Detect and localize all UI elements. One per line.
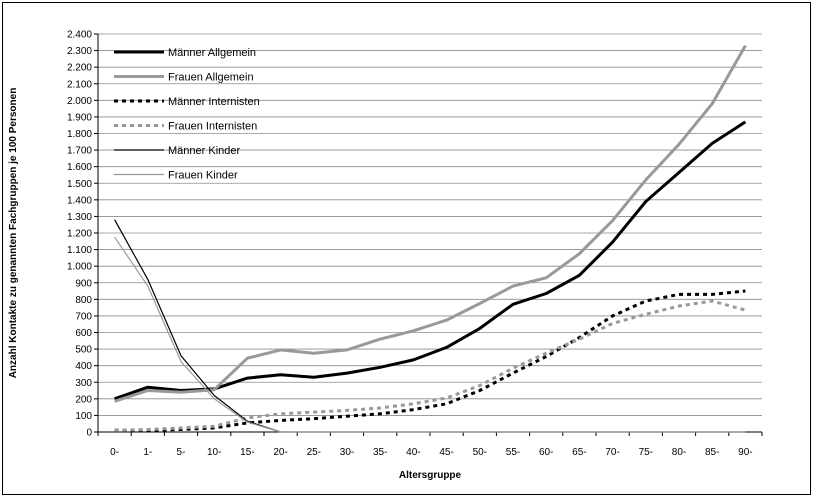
y-tick-label: 1.700 xyxy=(67,146,92,157)
series-line xyxy=(114,299,746,432)
x-tick-label: 30- xyxy=(340,447,354,458)
x-tick-label: 1- xyxy=(143,447,152,458)
series-line xyxy=(114,289,746,432)
y-axis: 0 100 200 300 400 500 600 700 800 900 1.000 1.100 1.… xyxy=(67,30,99,439)
y-tick-label: 900 xyxy=(75,278,92,289)
x-tick-label: 90- xyxy=(738,447,752,458)
x-tick-label: 50- xyxy=(473,447,487,458)
series-line xyxy=(114,236,746,433)
x-tick-label: 70- xyxy=(605,447,619,458)
x-tick-label: 35- xyxy=(373,447,387,458)
y-tick-label: 1.200 xyxy=(67,229,92,240)
y-tick-label: 2.400 xyxy=(67,30,92,41)
y-tick-label: 1.900 xyxy=(67,112,92,123)
y-tick-label: 2.300 xyxy=(67,46,92,57)
x-tick-label: 40- xyxy=(406,447,420,458)
y-tick-label: 700 xyxy=(75,311,92,322)
x-tick-label: 75- xyxy=(639,447,653,458)
x-tick-label: 60- xyxy=(539,447,553,458)
y-tick-label: 0 xyxy=(86,428,92,439)
series-line xyxy=(114,44,747,403)
x-tick-label: 25- xyxy=(307,447,321,458)
y-tick-label: 1.500 xyxy=(67,179,92,190)
y-tick-label: 1.600 xyxy=(67,162,92,173)
x-tick-label: 5- xyxy=(177,447,186,458)
y-tick-label: 2.100 xyxy=(67,79,92,90)
legend-label: Männer Allgemein xyxy=(168,47,256,59)
series-line xyxy=(114,120,747,401)
x-tick-label: 20- xyxy=(273,447,287,458)
x-tick-label: 10- xyxy=(207,447,221,458)
legend-label: Männer Kinder xyxy=(168,145,240,157)
y-tick-label: 300 xyxy=(75,378,92,389)
y-tick-label: 800 xyxy=(75,295,92,306)
legend-label: Frauen Internisten xyxy=(168,121,257,133)
y-tick-label: 1.400 xyxy=(67,195,92,206)
x-tick-label: 45- xyxy=(439,447,453,458)
legend: Männer Allgemein Frauen Allgemein Männer I… xyxy=(114,47,260,182)
x-axis-title: Altersgruppe xyxy=(399,470,462,481)
y-tick-label: 1.000 xyxy=(67,262,92,273)
gridlines xyxy=(98,33,762,433)
y-tick-label: 400 xyxy=(75,361,92,372)
x-tick-label: 15- xyxy=(240,447,254,458)
y-tick-label: 1.300 xyxy=(67,212,92,223)
series-lines xyxy=(114,44,747,433)
x-tick-label: 65- xyxy=(572,447,586,458)
y-tick-label: 200 xyxy=(75,394,92,405)
x-tick-label: 55- xyxy=(506,447,520,458)
x-tick-label: 80- xyxy=(672,447,686,458)
y-tick-label: 2.200 xyxy=(67,63,92,74)
x-tick-label: 0- xyxy=(110,447,119,458)
legend-label: Männer Internisten xyxy=(168,96,260,108)
x-axis: 0- 1- 5- 10- 15- 20- 25- 30- 35- 40- 45- 50- 55- 60- 6… xyxy=(97,431,763,458)
x-tick-label: 85- xyxy=(705,447,719,458)
y-tick-label: 500 xyxy=(75,345,92,356)
y-tick-label: 1.800 xyxy=(67,129,92,140)
legend-label: Frauen Allgemein xyxy=(168,72,254,84)
y-tick-label: 100 xyxy=(75,411,92,422)
y-axis-title: Anzahl Kontakte zu genannten Fachgruppen… xyxy=(8,88,19,379)
y-tick-label: 600 xyxy=(75,328,92,339)
y-tick-label: 2.000 xyxy=(67,96,92,107)
legend-label: Frauen Kinder xyxy=(168,170,238,182)
y-tick-label: 1.100 xyxy=(67,245,92,256)
